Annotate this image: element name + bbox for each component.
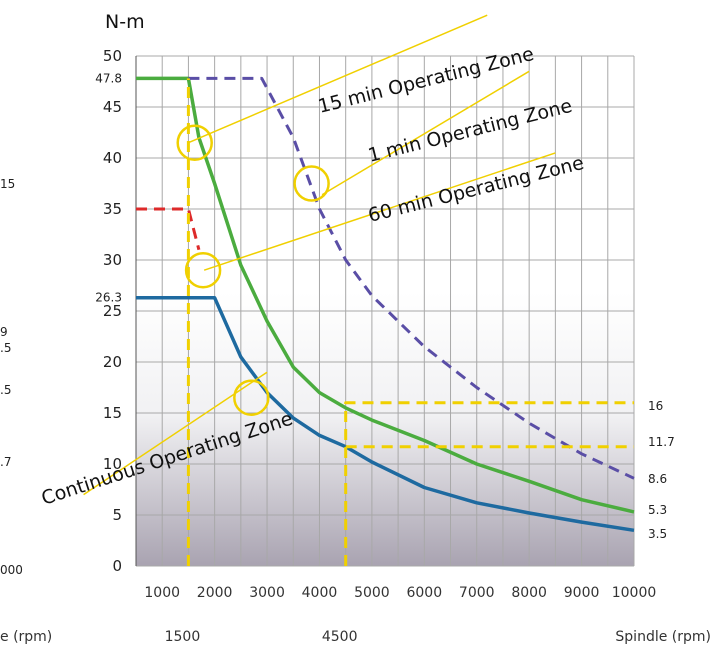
- y-tick-3: 15: [103, 404, 122, 422]
- pointer-60min: [203, 152, 556, 271]
- plot-background-gradient: [136, 292, 634, 566]
- right-label-4: 3.5: [648, 527, 667, 541]
- y-tick-0: 0: [112, 557, 122, 575]
- x-tick-1: 2000: [197, 585, 233, 601]
- x-tick-8: 9000: [564, 585, 600, 601]
- x-tick-9: 10000: [612, 585, 657, 601]
- x-tick-2: 3000: [249, 585, 285, 601]
- circle-1min: [293, 165, 330, 202]
- pointer-15min: [188, 14, 488, 144]
- series-line-3: [136, 207, 201, 251]
- y-tick-1: 5: [112, 506, 122, 524]
- series-line-0: [136, 76, 635, 514]
- y-special-0: 47.8: [95, 71, 122, 85]
- y-tick-8: 40: [103, 149, 122, 167]
- series-line-5: [344, 401, 634, 566]
- series-line-2: [188, 76, 635, 480]
- axis-labels: 0 5 10 15 20 25 30 35 40 45 50 47.8 26.3 N-m 1000 2000 3…: [0, 11, 711, 645]
- pointer-1min: [321, 70, 530, 196]
- y-tick-4: 20: [103, 353, 122, 371]
- left-fragment-0: 15: [0, 177, 15, 191]
- y-axis-label: N-m: [105, 11, 145, 33]
- circle-15min: [176, 124, 213, 161]
- circle-60min: [184, 251, 222, 289]
- x-tick-6: 7000: [459, 585, 495, 601]
- right-label-1: 11.7: [648, 435, 675, 449]
- y-tick-5: 25: [103, 302, 122, 320]
- right-label-0: 16: [648, 399, 663, 413]
- left-fragment-3: .5: [0, 383, 11, 397]
- x-tick-7: 8000: [511, 585, 547, 601]
- right-label-2: 8.6: [648, 472, 667, 486]
- x-axis-label-partial: e (rpm): [0, 629, 52, 645]
- right-label-3: 5.3: [648, 503, 667, 517]
- plot-background-upper: [136, 56, 634, 292]
- left-fragment-4: .7: [0, 455, 11, 469]
- x-secondary-0: 1500: [165, 629, 201, 645]
- x-tick-5: 6000: [406, 585, 442, 601]
- y-tick-7: 35: [103, 200, 122, 218]
- left-fragment-5: 000: [0, 563, 23, 577]
- y-tick-10: 50: [103, 47, 122, 65]
- x-tick-4: 5000: [354, 585, 390, 601]
- x-tick-0: 1000: [144, 585, 180, 601]
- y-tick-6: 30: [103, 251, 122, 269]
- x-tick-3: 4000: [302, 585, 338, 601]
- x-axis-label: Spindle (rpm): [615, 629, 711, 645]
- left-fragment-1: 9: [0, 325, 8, 339]
- pointer-continuous: [83, 371, 268, 496]
- circle-continuous: [233, 379, 270, 416]
- y-tick-2: 10: [103, 455, 122, 473]
- y-special-1: 26.3: [95, 291, 122, 305]
- series-line-1: [136, 295, 635, 533]
- y-tick-9: 45: [103, 98, 122, 116]
- x-secondary-1: 4500: [322, 629, 358, 645]
- left-fragment-2: .5: [0, 341, 11, 355]
